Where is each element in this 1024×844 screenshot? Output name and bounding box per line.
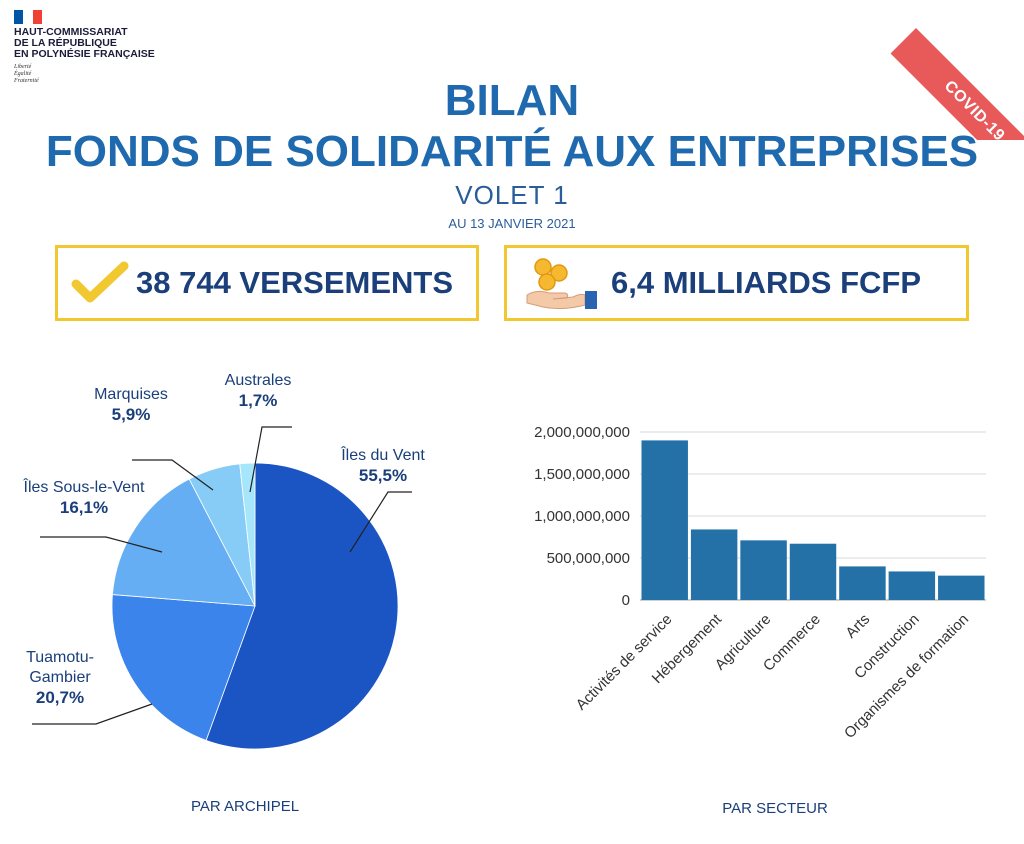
pie-slice-1 — [111, 594, 256, 741]
pie-label-iles-du-vent: Îles du Vent 55,5% — [328, 446, 438, 486]
org-line: EN POLYNÉSIE FRANÇAISE — [14, 48, 155, 60]
bar-5 — [888, 571, 936, 600]
checkmark-icon — [71, 261, 129, 303]
kpi-montant-value: 6,4 MILLIARDS FCFP — [611, 265, 922, 300]
bar-ytick-label: 500,000,000 — [547, 550, 630, 567]
motto-line: Fraternité — [14, 78, 39, 84]
pie-label-percent: 16,1% — [59, 498, 109, 517]
pie-label-name: Marquises — [94, 386, 168, 403]
bar-2 — [740, 540, 787, 600]
bar-ytick-label: 0 — [622, 592, 630, 609]
coins-hand-icon — [526, 258, 597, 310]
pie-label-name: Gambier — [29, 669, 91, 686]
bar-ytick-label: 1,500,000,000 — [534, 466, 630, 483]
pie-label-marquises: Marquises 5,9% — [76, 385, 186, 425]
pie-label-tuamotu-gambier: Tuamotu- Gambier 20,7% — [10, 648, 110, 708]
bar-ytick-label: 2,000,000,000 — [534, 424, 630, 441]
bar-3 — [789, 543, 837, 600]
pie-chart — [32, 426, 412, 750]
motto-line: Égalité — [14, 71, 32, 77]
kpi-versements-value: 38 744 VERSEMENTS — [136, 265, 454, 300]
subtitle: VOLET 1 — [455, 180, 569, 210]
bar-6 — [938, 575, 985, 600]
motto-line: Liberté — [14, 64, 32, 70]
bar-ytick-label: 1,000,000,000 — [534, 508, 630, 525]
pie-label-name: Îles du Vent — [341, 447, 425, 464]
date-label: AU 13 JANVIER 2021 — [448, 216, 576, 231]
bar-0 — [641, 440, 688, 600]
pie-label-iles-sous-le-vent: Îles Sous-le-Vent 16,1% — [4, 478, 164, 518]
pie-footer: PAR ARCHIPEL — [190, 798, 300, 815]
bar-chart: 0 500,000,000 1,000,000,000 1,500,000,000 2,… — [534, 424, 986, 742]
bar-category-label: Activités de service — [573, 611, 676, 714]
pie-label-percent: 55,5% — [358, 466, 408, 485]
pie-label-name: Îles Sous-le-Vent — [23, 479, 145, 496]
motto: Liberté Égalité Fraternité — [14, 64, 39, 85]
pie-slice-2 — [112, 478, 256, 607]
pie-label-name: Australes — [224, 372, 292, 389]
org-line: HAUT-COMMISSARIAT — [14, 26, 128, 38]
pie-label-australes: Australes 1,7% — [208, 371, 308, 411]
kpi-versements: 38 744 VERSEMENTS — [55, 245, 479, 321]
org-line: DE LA RÉPUBLIQUE — [14, 37, 117, 49]
pie-label-name: Tuamotu- — [26, 649, 94, 666]
flag-icon — [14, 10, 42, 24]
pie-slice-0 — [205, 462, 399, 750]
logo: HAUT-COMMISSARIAT DE LA RÉPUBLIQUE EN PO… — [14, 10, 204, 90]
pie-label-percent: 20,7% — [35, 688, 85, 707]
bar-category-label: Arts — [842, 611, 873, 642]
bar-1 — [690, 529, 738, 600]
bar-4 — [839, 566, 886, 600]
pie-label-percent: 1,7% — [238, 391, 278, 410]
page-title-line2: FONDS DE SOLIDARITÉ AUX ENTREPRISES — [45, 127, 979, 176]
organization-name: HAUT-COMMISSARIAT DE LA RÉPUBLIQUE EN PO… — [14, 27, 204, 60]
pie-label-percent: 5,9% — [111, 405, 151, 424]
bar-footer: PAR SECTEUR — [722, 800, 828, 817]
page-title-line1: BILAN — [444, 76, 580, 125]
kpi-montant: 6,4 MILLIARDS FCFP — [504, 245, 969, 321]
